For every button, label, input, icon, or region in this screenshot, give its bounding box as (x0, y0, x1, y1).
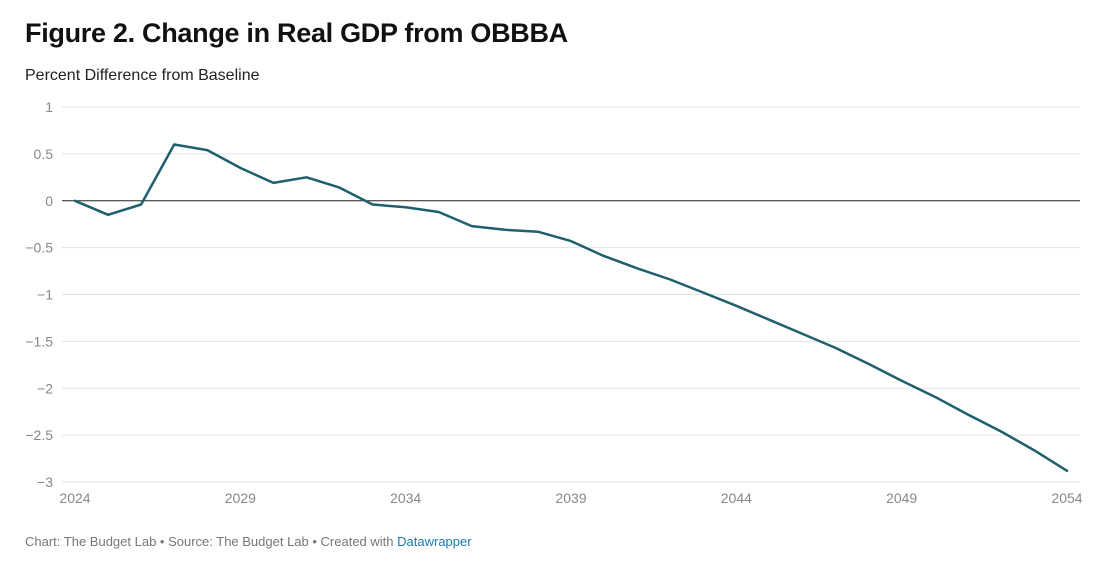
y-tick-label: −2.5 (25, 427, 53, 443)
x-tick-label: 2034 (390, 490, 421, 506)
y-tick-label: 0.5 (34, 146, 54, 162)
y-tick-label: −3 (37, 474, 53, 490)
datawrapper-link[interactable]: Datawrapper (397, 534, 472, 549)
x-tick-label: 2044 (721, 490, 752, 506)
chart-title: Figure 2. Change in Real GDP from OBBBA (25, 18, 568, 48)
y-tick-label: −2 (37, 380, 53, 396)
chart-subtitle: Percent Difference from Baseline (25, 67, 260, 84)
series-line (73, 143, 1069, 473)
y-tick-label: 1 (45, 99, 53, 115)
footer-credit: Chart: The Budget Lab • Source: The Budg… (25, 534, 398, 549)
chart-footer: Chart: The Budget Lab • Source: The Budg… (25, 534, 472, 549)
x-tick-label: 2039 (555, 490, 586, 506)
y-tick-label: 0 (45, 193, 53, 209)
y-tick-label: −1 (37, 287, 53, 303)
x-tick-label: 2049 (886, 490, 917, 506)
y-tick-label: −0.5 (25, 240, 53, 256)
x-tick-label: 2054 (1051, 490, 1082, 506)
y-tick-label: −1.5 (25, 333, 53, 349)
x-tick-label: 2029 (225, 490, 256, 506)
x-tick-label: 2024 (59, 490, 90, 506)
